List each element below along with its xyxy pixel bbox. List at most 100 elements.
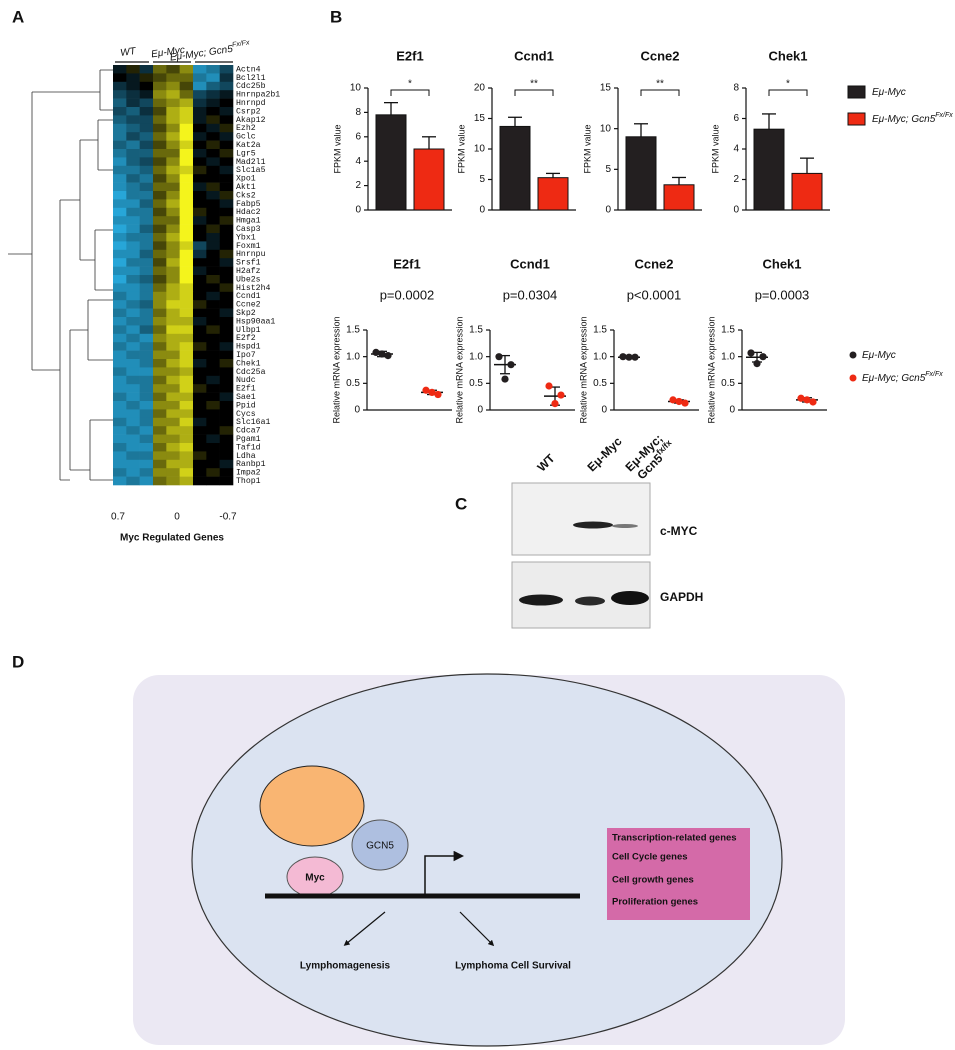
- heatmap-cell: [193, 149, 207, 158]
- heatmap-cell: [126, 140, 140, 150]
- bar: [375, 114, 407, 211]
- heatmap-cell: [126, 65, 140, 74]
- heatmap-cell: [206, 300, 220, 309]
- dot: [501, 375, 509, 383]
- heatmap-cell: [179, 123, 194, 133]
- heatmap-cell: [219, 165, 234, 175]
- heatmap-cell: [219, 392, 234, 402]
- heatmap-cell: [219, 359, 234, 368]
- heatmap-cell: [153, 258, 167, 267]
- heatmap-cell: [206, 233, 220, 242]
- heatmap-cell: [153, 174, 167, 183]
- lane-label: WT: [534, 451, 558, 475]
- heatmap-cell: [219, 375, 234, 385]
- heatmap-cell: [139, 401, 154, 410]
- heatmap-cell: [179, 207, 194, 217]
- gene-label: H2afz: [236, 266, 261, 276]
- heatmap-cell: [166, 317, 180, 326]
- heatmap-cell: [113, 233, 127, 242]
- heatmap-cell: [219, 65, 234, 74]
- dot: [803, 396, 811, 404]
- gene-label: Ccnd1: [236, 291, 261, 301]
- heatmap-cell: [139, 123, 154, 133]
- chart-title: Chek1: [768, 48, 807, 63]
- heatmap-cell: [193, 73, 207, 83]
- heatmap-cell: [139, 73, 154, 83]
- heatmap-cell: [153, 409, 167, 419]
- heatmap-cell: [126, 392, 140, 402]
- heatmap-cell: [139, 174, 154, 183]
- y-tick-label: 1.5: [346, 325, 360, 336]
- gene-label: Cdc25b: [236, 81, 266, 91]
- heatmap-cell: [219, 73, 234, 83]
- heatmap-cell: [113, 199, 127, 209]
- heatmap-cell: [193, 216, 207, 225]
- heatmap-cell: [126, 241, 140, 251]
- y-tick-label: 1.5: [721, 325, 735, 336]
- bar: [537, 177, 569, 211]
- heatmap-cell: [139, 291, 154, 301]
- heatmap-cell: [206, 367, 220, 377]
- heatmap-cell: [193, 317, 207, 326]
- heatmap-cell: [206, 191, 220, 200]
- heatmap-cell: [179, 98, 194, 108]
- heatmap-cell: [219, 140, 234, 150]
- heatmap-cell: [153, 233, 167, 242]
- heatmap-cell: [193, 283, 207, 293]
- heatmap-cell: [139, 199, 154, 209]
- heatmap-cell: [193, 426, 207, 435]
- heatmap-cell: [153, 476, 167, 486]
- heatmap-cell: [193, 98, 207, 108]
- heatmap-cell: [193, 182, 207, 192]
- heatmap-cell: [166, 291, 180, 301]
- node-label: GCN5: [366, 841, 394, 852]
- heatmap-cell: [206, 140, 220, 150]
- legend-label-main: Eμ-Myc; Gcn5: [862, 373, 926, 384]
- y-axis-label: Relative mRNA expression: [706, 316, 716, 423]
- y-tick-label: 5: [479, 174, 485, 185]
- gene-label: Ulbp1: [236, 325, 261, 335]
- heatmap-cell: [206, 123, 220, 133]
- heatmap-cell: [179, 468, 194, 477]
- heatmap-cell: [206, 266, 220, 276]
- heatmap-cell: [179, 451, 194, 461]
- heatmap-cell: [206, 90, 220, 99]
- heatmap-cell: [113, 157, 127, 167]
- gene-label: Casp3: [236, 225, 261, 234]
- y-axis-label: Relative mRNA expression: [578, 316, 588, 423]
- heatmap-cell: [206, 199, 220, 209]
- heatmap-cell: [206, 182, 220, 192]
- heatmap-cell: [193, 132, 207, 141]
- heatmap-cell: [153, 367, 167, 377]
- heatmap-cell: [166, 459, 180, 469]
- heatmap-cell: [193, 300, 207, 309]
- heatmap-cell: [193, 81, 207, 91]
- heatmap-cell: [153, 207, 167, 217]
- y-tick-label: 0.5: [593, 378, 607, 389]
- y-axis-label: FPKM value: [582, 124, 592, 173]
- colorbar-tick-label: 0.7: [111, 512, 125, 523]
- heatmap-cell: [206, 149, 220, 158]
- heatmap-cell: [179, 325, 194, 335]
- heatmap-cell: [126, 375, 140, 385]
- y-tick-label: 10: [350, 83, 362, 94]
- chart-title: Ccnd1: [514, 48, 554, 63]
- heatmap-cell: [219, 401, 234, 410]
- dot: [809, 398, 817, 406]
- band: [519, 594, 563, 606]
- heatmap-cell: [193, 401, 207, 410]
- heatmap-cell: [206, 308, 220, 318]
- heatmap-cell: [139, 224, 154, 234]
- heatmap-cell: [139, 476, 154, 486]
- heatmap-cell: [219, 115, 234, 125]
- y-tick-label: 0: [601, 405, 607, 416]
- heatmap-cell: [113, 115, 127, 125]
- heatmap-cell: [193, 140, 207, 150]
- heatmap-cell: [166, 249, 180, 259]
- heatmap-cell: [206, 417, 220, 427]
- gene-box: [607, 828, 750, 920]
- heatmap-cell: [153, 451, 167, 461]
- heatmap-cell: [206, 115, 220, 125]
- gene-label: Ranbp1: [236, 459, 266, 469]
- panel-label: B: [330, 7, 342, 26]
